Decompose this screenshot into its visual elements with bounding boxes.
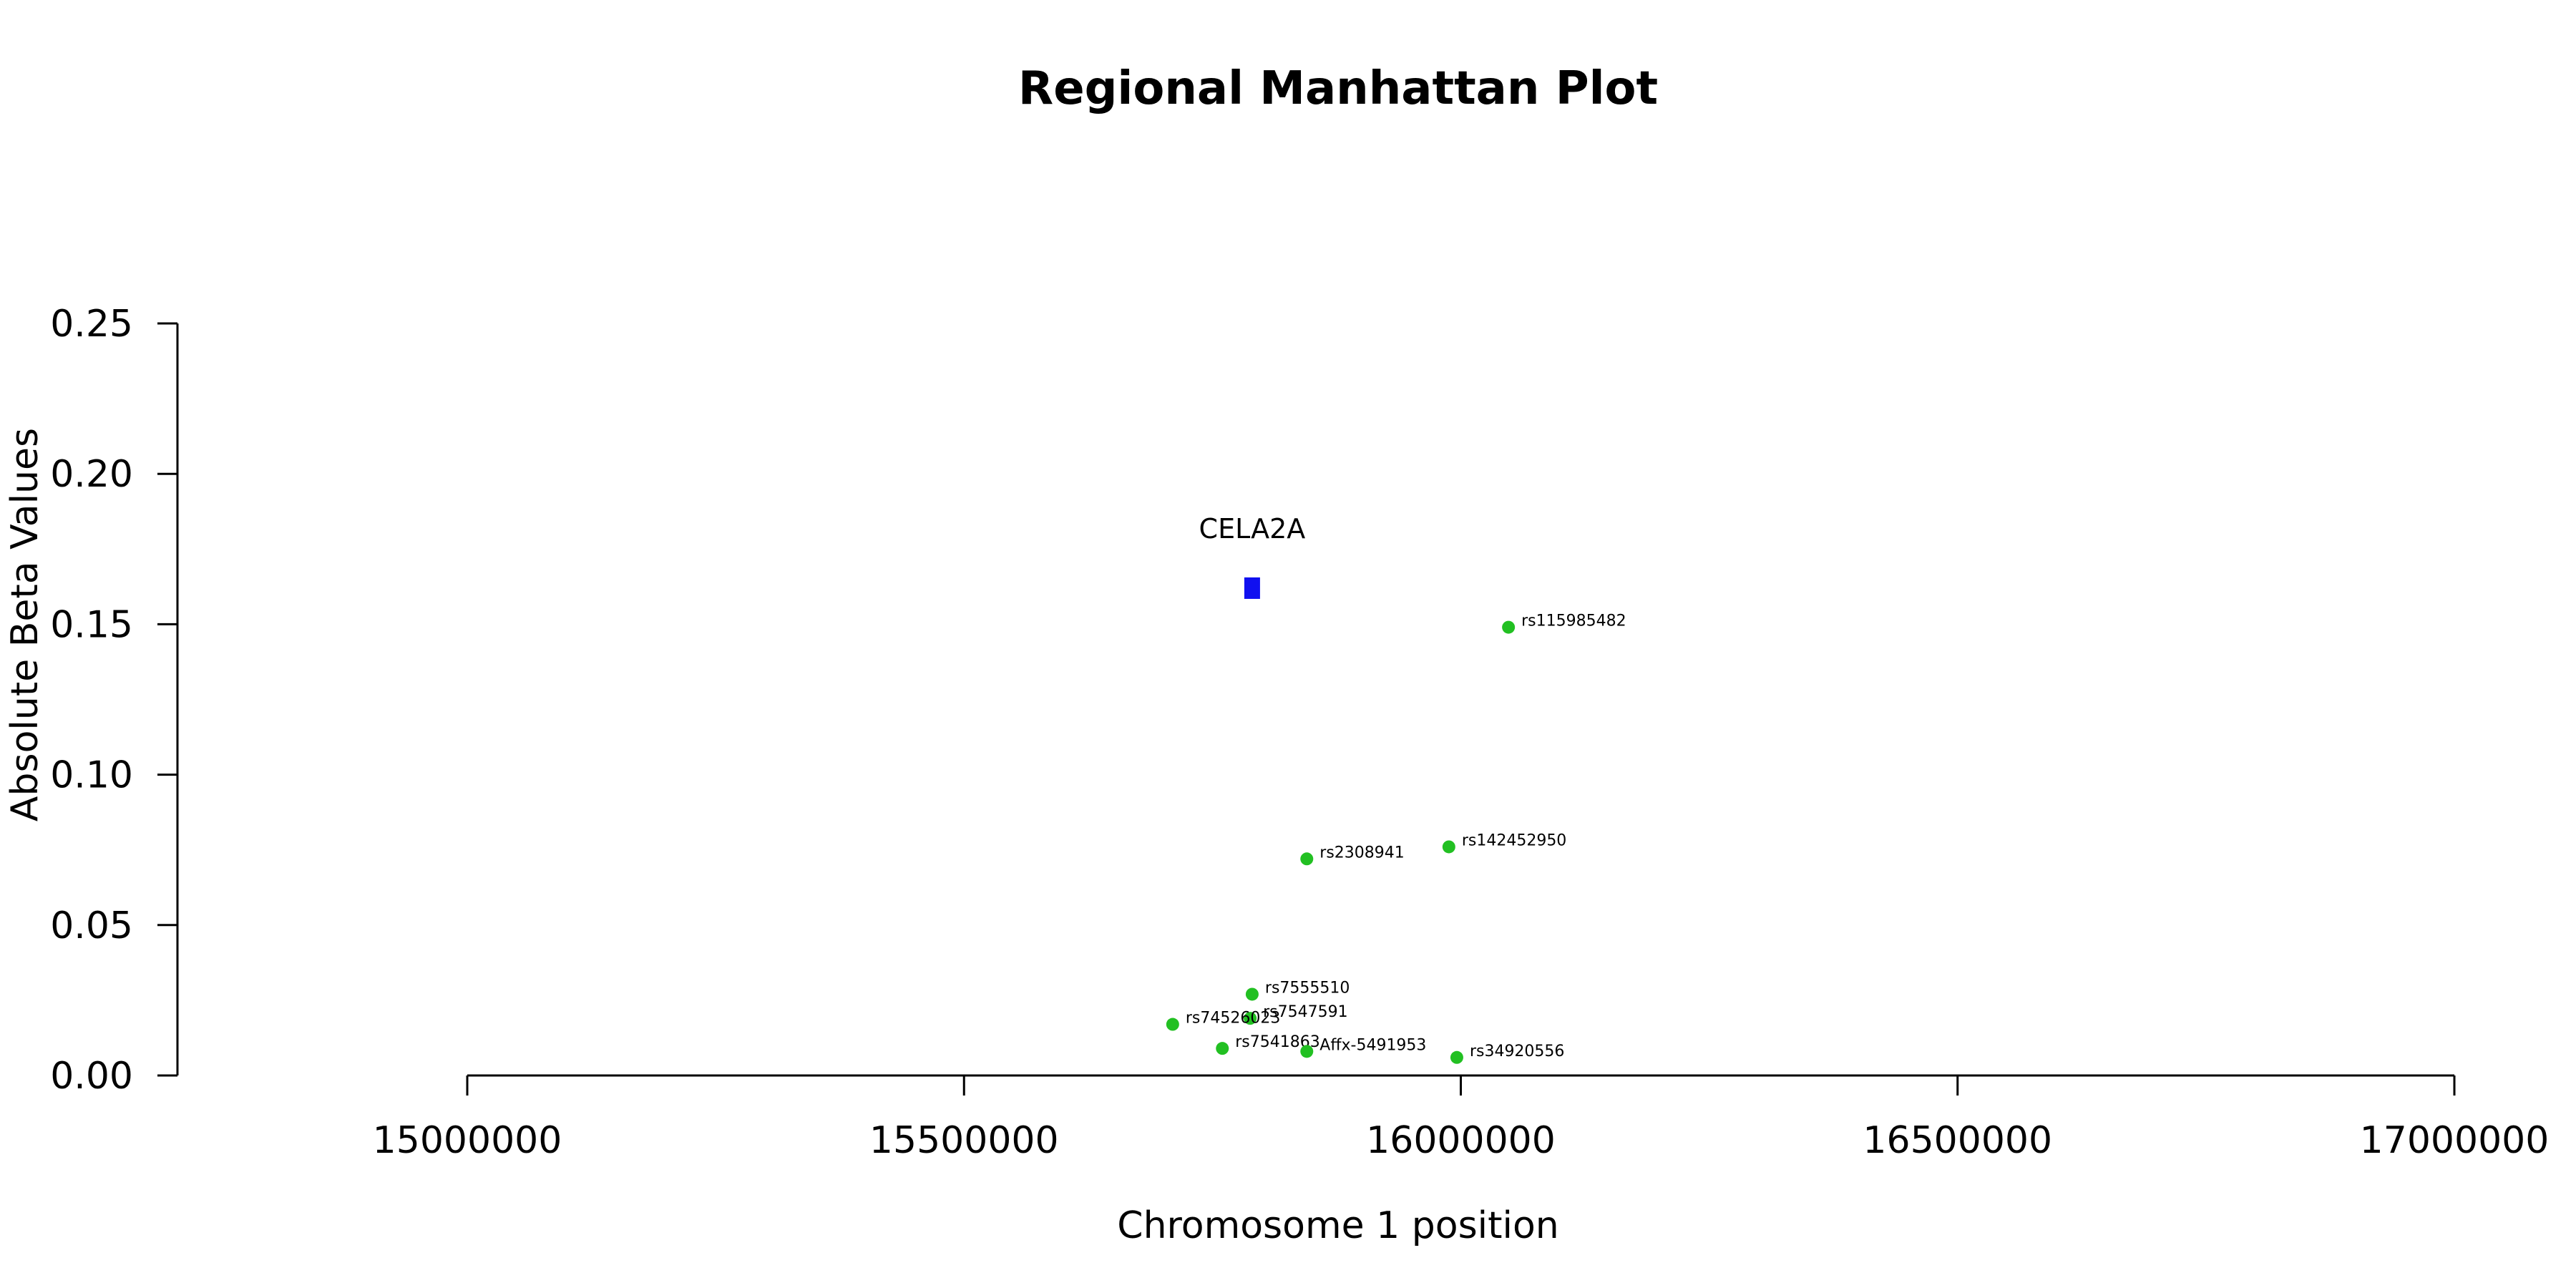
x-tick-label: 15500000 bbox=[869, 1119, 1059, 1162]
snp-label: rs115985482 bbox=[1521, 613, 1626, 630]
snp-point bbox=[1244, 1012, 1257, 1025]
snp-label: rs74526023 bbox=[1186, 1010, 1280, 1028]
y-tick-label: 0.10 bbox=[50, 754, 133, 797]
snp-point bbox=[1300, 852, 1314, 866]
snp-label: rs142452950 bbox=[1462, 831, 1566, 849]
gene-label: CELA2A bbox=[1199, 513, 1306, 545]
snp-label: rs34920556 bbox=[1470, 1043, 1564, 1060]
y-axis: 0.00 0.05 0.10 0.15 0.20 0.25 bbox=[50, 303, 179, 1098]
x-tick-label: 17000000 bbox=[2360, 1119, 2550, 1162]
y-tick-label: 0.05 bbox=[50, 904, 133, 947]
snp-point bbox=[1166, 1018, 1179, 1031]
snp-point bbox=[1216, 1042, 1229, 1055]
snp-label: Affx-5491953 bbox=[1319, 1036, 1426, 1054]
y-tick-label: 0.25 bbox=[50, 303, 133, 346]
snp-label: rs7555510 bbox=[1265, 979, 1350, 997]
snp-point bbox=[1450, 1050, 1463, 1064]
data-points: rs115985482 rs142452950 rs2308941 rs7555510… bbox=[1166, 613, 1626, 1064]
y-axis-label: Absolute Beta Values bbox=[4, 428, 47, 821]
x-tick-label: 16000000 bbox=[1366, 1119, 1556, 1162]
x-axis: 15000000 15500000 16000000 16500000 17000000 bbox=[373, 1074, 2550, 1162]
snp-point bbox=[1502, 620, 1516, 634]
snp-point bbox=[1442, 840, 1455, 854]
snp-point bbox=[1300, 1045, 1314, 1058]
gene-marker bbox=[1244, 577, 1260, 599]
y-tick-label: 0.15 bbox=[50, 603, 133, 646]
x-tick-label: 16500000 bbox=[1863, 1119, 2052, 1162]
chart-title: Regional Manhattan Plot bbox=[1018, 62, 1658, 115]
snp-point bbox=[1245, 987, 1259, 1001]
x-tick-label: 15000000 bbox=[373, 1119, 562, 1162]
x-axis-label: Chromosome 1 position bbox=[1117, 1204, 1558, 1247]
snp-label: rs7547591 bbox=[1263, 1003, 1348, 1021]
gene-annotation: CELA2A bbox=[1199, 513, 1306, 599]
y-tick-label: 0.00 bbox=[50, 1055, 133, 1098]
y-tick-label: 0.20 bbox=[50, 453, 133, 496]
snp-label: rs2308941 bbox=[1319, 844, 1405, 862]
